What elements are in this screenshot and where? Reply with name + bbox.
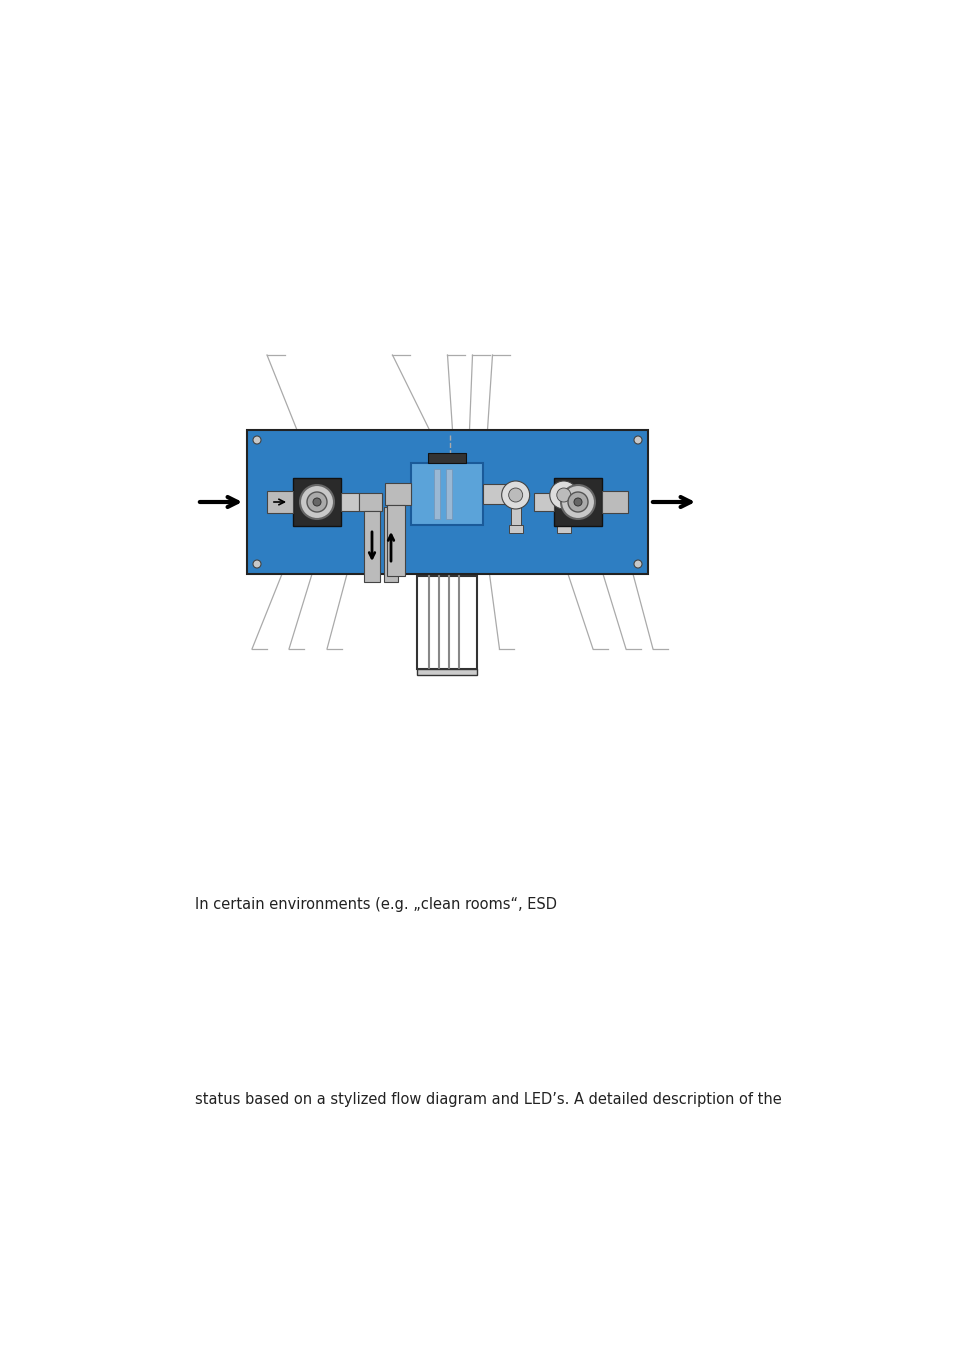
Bar — [411, 463, 483, 525]
Bar — [510, 505, 520, 526]
Bar — [340, 493, 358, 512]
Circle shape — [299, 485, 334, 518]
Circle shape — [634, 436, 641, 444]
Text: In certain environments (e.g. „clean rooms“, ESD: In certain environments (e.g. „clean roo… — [194, 898, 557, 913]
Circle shape — [508, 487, 522, 502]
Circle shape — [634, 560, 641, 568]
Bar — [293, 478, 340, 526]
Bar — [446, 468, 452, 518]
Bar — [557, 525, 570, 533]
Bar — [558, 505, 568, 526]
Bar — [417, 576, 477, 670]
Bar — [358, 493, 381, 512]
Circle shape — [253, 560, 261, 568]
Circle shape — [501, 481, 529, 509]
Bar — [428, 454, 466, 463]
Bar — [508, 525, 522, 533]
Bar — [267, 491, 293, 513]
Circle shape — [557, 487, 570, 502]
Circle shape — [574, 498, 581, 506]
Circle shape — [567, 491, 587, 512]
Bar — [387, 505, 405, 576]
Bar — [385, 483, 411, 505]
Circle shape — [560, 485, 595, 518]
Bar — [247, 431, 647, 574]
Circle shape — [253, 436, 261, 444]
Text: status based on a stylized flow diagram and LED’s. A detailed description of the: status based on a stylized flow diagram … — [194, 1092, 781, 1107]
Bar — [384, 508, 397, 582]
Bar — [601, 491, 627, 513]
Circle shape — [549, 481, 578, 509]
Bar — [364, 512, 379, 582]
Bar — [434, 468, 440, 518]
Bar — [483, 485, 507, 504]
Circle shape — [313, 498, 320, 506]
Bar — [417, 670, 477, 675]
Circle shape — [307, 491, 327, 512]
Bar — [554, 478, 601, 526]
Bar — [534, 493, 554, 512]
